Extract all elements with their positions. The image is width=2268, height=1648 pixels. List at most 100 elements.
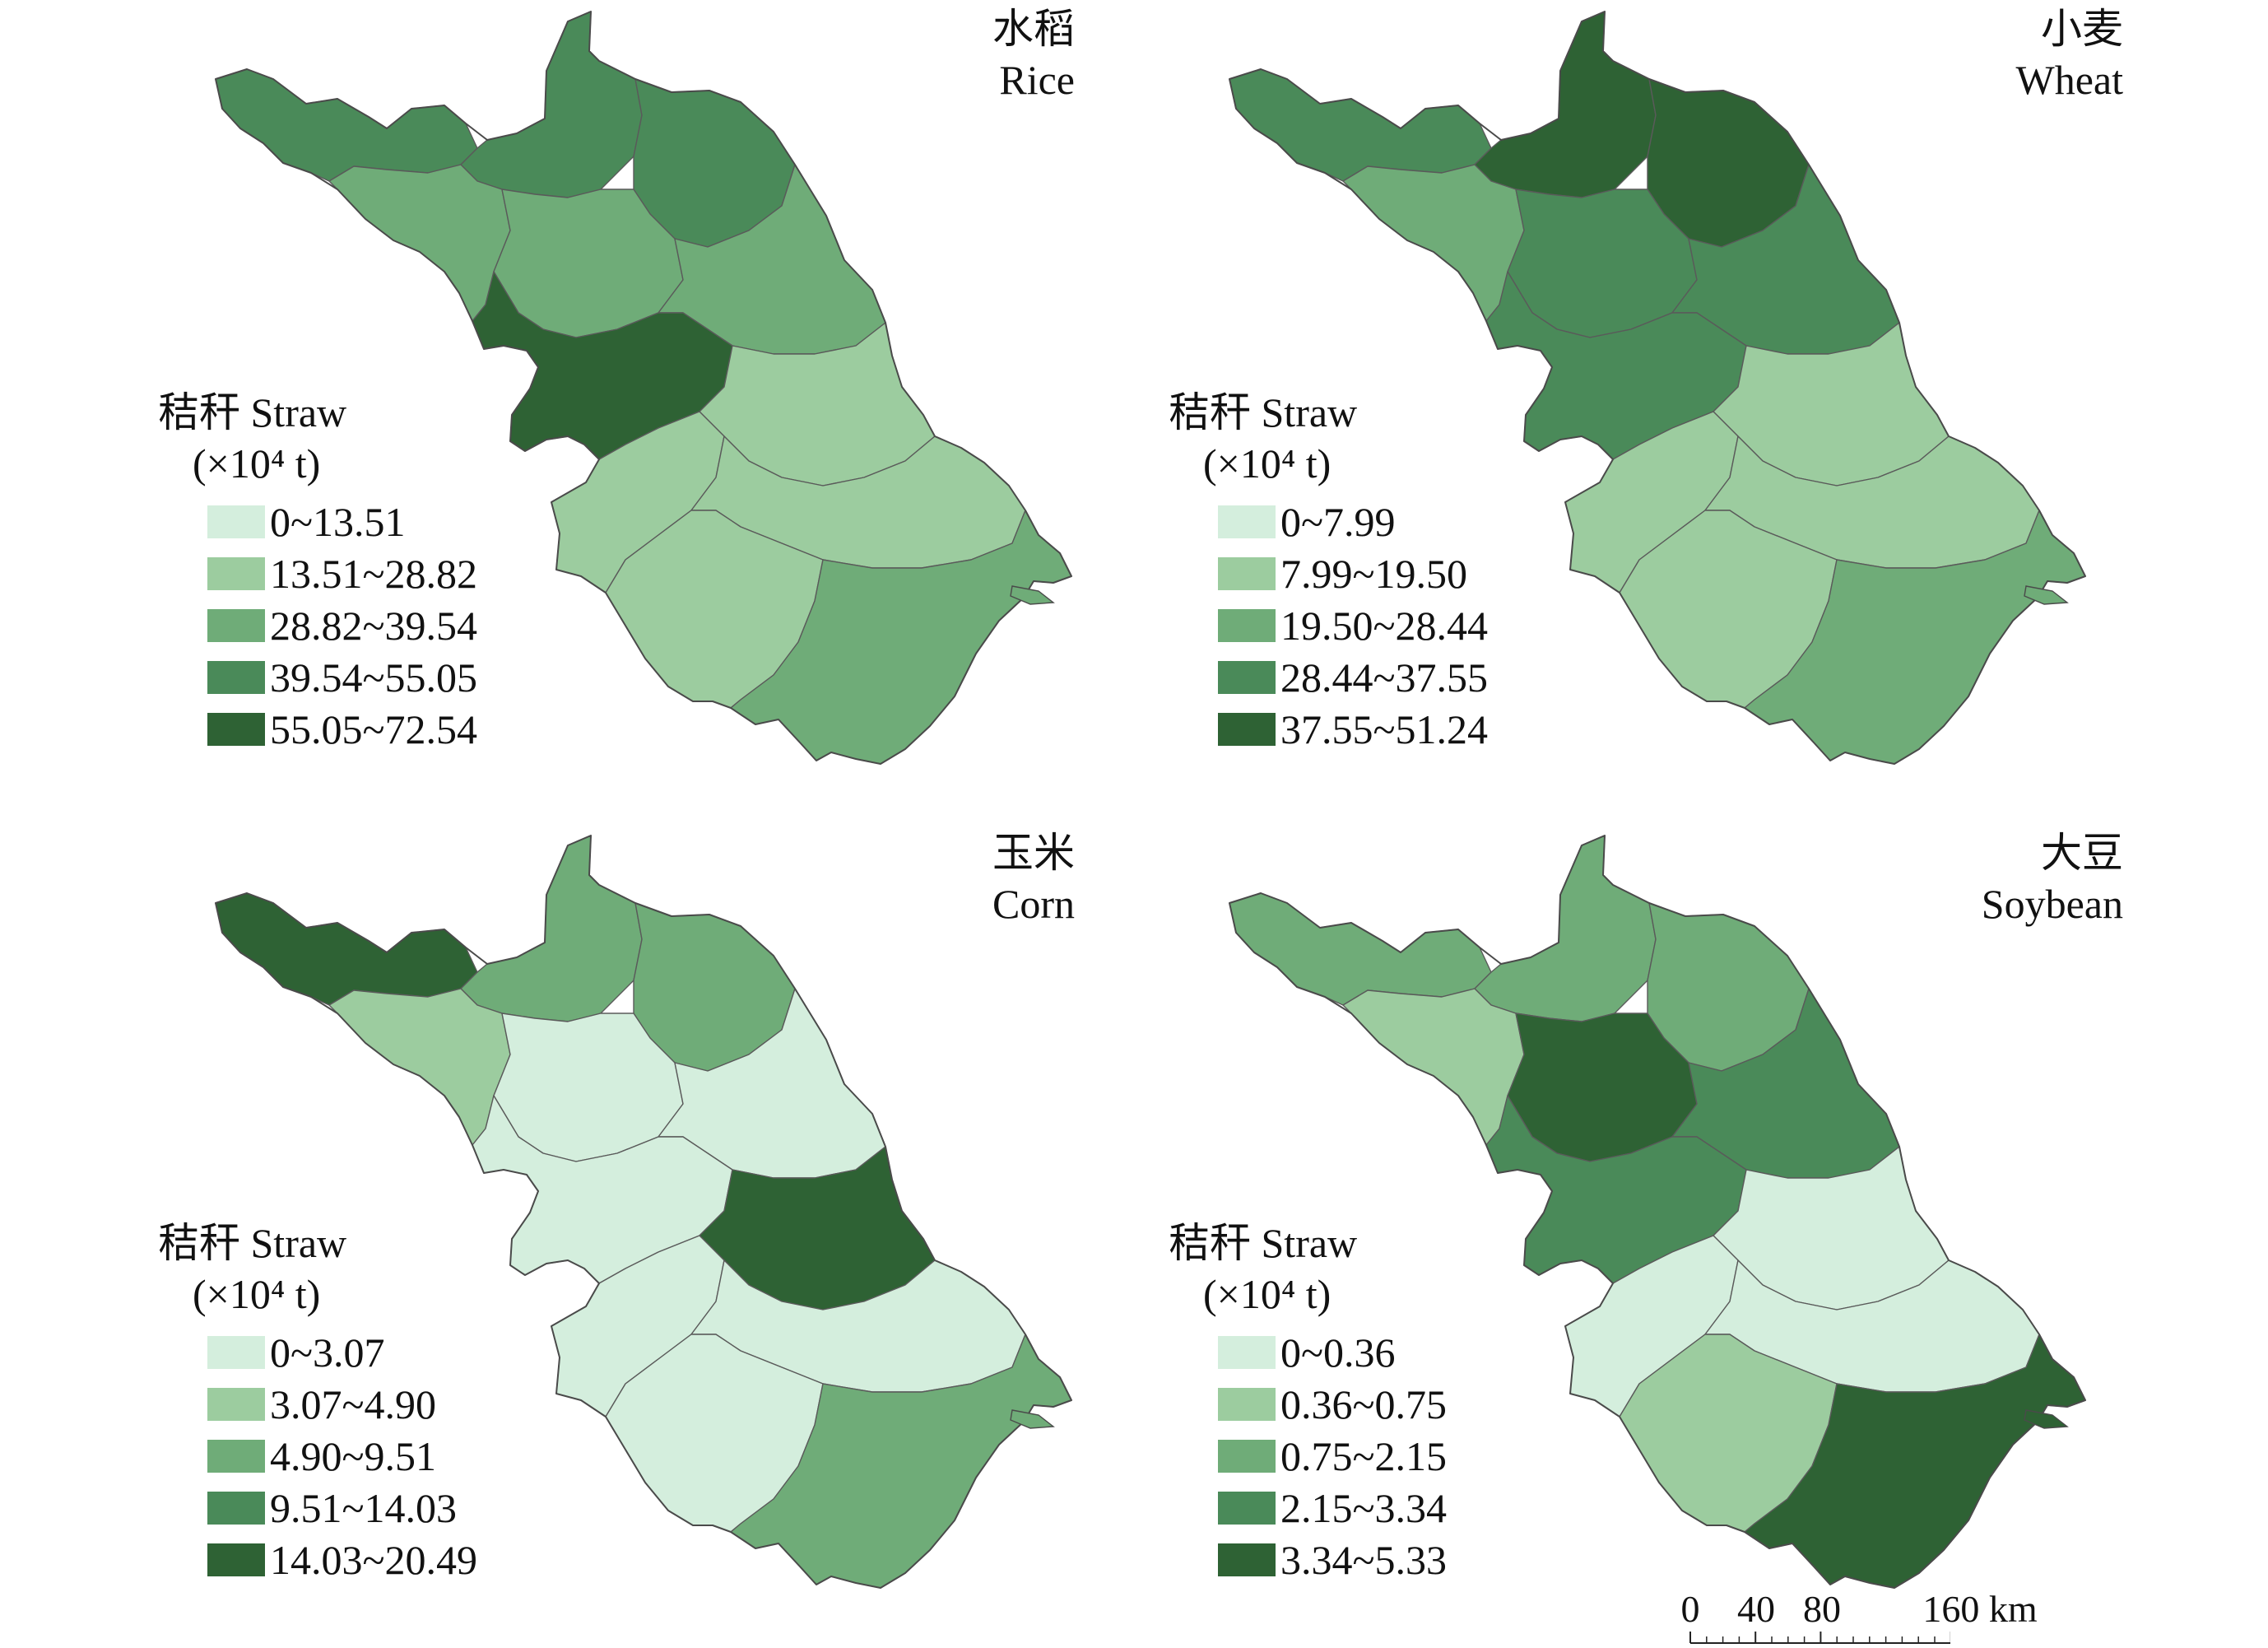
- legend-items: 0~7.99 7.99~19.50 19.50~28.44 28.44~37.5…: [1218, 496, 1488, 755]
- legend-label: 39.54~55.05: [270, 654, 478, 701]
- scale-label: 0: [1680, 1588, 1700, 1630]
- map-regions: [1229, 835, 2086, 1589]
- map-region: [328, 988, 511, 1146]
- legend-swatch: [207, 712, 265, 746]
- map-regions: [215, 11, 1072, 765]
- map-region: [1342, 988, 1525, 1146]
- legend-label: 3.34~5.33: [1280, 1536, 1448, 1583]
- legend-item: 0.75~2.15: [1218, 1430, 1447, 1482]
- legend-item: 9.51~14.03: [207, 1482, 477, 1534]
- title-zh: 玉米: [992, 830, 1075, 876]
- legend-swatch: [1218, 608, 1276, 642]
- legend-label: 55.05~72.54: [270, 705, 478, 752]
- province-outline: [215, 11, 1072, 765]
- legend-item: 28.82~39.54: [207, 599, 477, 651]
- legend-swatch: [1218, 712, 1276, 746]
- legend-item: 39.54~55.05: [207, 651, 477, 703]
- legend-title: 秸秆 Straw: [1169, 389, 1358, 435]
- legend-items: 0~0.36 0.36~0.75 0.75~2.15 2.15~3.34 3.3…: [1218, 1326, 1447, 1585]
- map-region: [1229, 892, 1492, 1006]
- legend-item: 0~13.51: [207, 496, 477, 547]
- legend-unit: (×10⁴ t): [1203, 440, 1332, 486]
- legend-items: 0~3.07 3.07~4.90 4.90~9.51 9.51~14.03 14…: [207, 1326, 477, 1585]
- title-zh: 水稻: [992, 6, 1075, 52]
- province-outline: [1229, 835, 2086, 1589]
- title-corn: 玉米 Corn: [905, 827, 1075, 929]
- legend-item: 13.51~28.82: [207, 547, 477, 599]
- panel-rice: 水稻 Rice 秸秆 Straw (×10⁴ t) 0~13.51 13.51~…: [0, 0, 1134, 824]
- map-region: [215, 68, 478, 182]
- map-region: [460, 11, 643, 198]
- legend-swatch: [207, 1335, 265, 1369]
- legend-label: 9.51~14.03: [270, 1484, 458, 1531]
- map-region: [1229, 68, 1492, 182]
- legend-title: 秸秆 Straw: [158, 389, 347, 435]
- legend-swatch: [1218, 505, 1276, 538]
- title-wheat: 小麦 Wheat: [1878, 3, 2123, 105]
- legend-item: 4.90~9.51: [207, 1430, 477, 1482]
- legend-item: 3.07~4.90: [207, 1378, 477, 1430]
- legend-swatch: [1218, 1335, 1276, 1369]
- legend-label: 37.55~51.24: [1280, 705, 1489, 752]
- scale-bar: 0 40 80 160 km: [1671, 1588, 2038, 1648]
- legend-label: 14.03~20.49: [270, 1536, 478, 1583]
- scale-label: 160 km: [1922, 1588, 2038, 1630]
- legend-swatch: [207, 1491, 265, 1525]
- legend-item: 37.55~51.24: [1218, 703, 1488, 755]
- province-outline: [215, 835, 1072, 1589]
- legend-items: 0~13.51 13.51~28.82 28.82~39.54 39.54~55…: [207, 496, 477, 755]
- legend-item: 55.05~72.54: [207, 703, 477, 755]
- legend-wheat: 秸秆 Straw (×10⁴ t) 0~7.99 7.99~19.50 19.5…: [1169, 387, 1488, 755]
- map-region: [1474, 835, 1657, 1022]
- legend-label: 2.15~3.34: [1280, 1484, 1448, 1531]
- legend-item: 3.34~5.33: [1218, 1534, 1447, 1585]
- legend-swatch: [207, 660, 265, 694]
- legend-label: 28.44~37.55: [1280, 654, 1489, 701]
- scale-label: 80: [1803, 1588, 1841, 1630]
- legend-label: 0~0.36: [1280, 1329, 1396, 1376]
- legend-title: 秸秆 Straw: [158, 1220, 347, 1266]
- island-region: [1010, 585, 1055, 605]
- province-outline: [1229, 11, 2086, 765]
- map-region: [328, 164, 511, 322]
- map-regions: [1229, 11, 2086, 765]
- legend-swatch: [207, 1543, 265, 1576]
- legend-swatch: [1218, 1439, 1276, 1473]
- legend-label: 3.07~4.90: [270, 1380, 437, 1427]
- map-region: [460, 835, 643, 1022]
- legend-label: 28.82~39.54: [270, 602, 478, 649]
- legend-label: 19.50~28.44: [1280, 602, 1489, 649]
- legend-swatch: [1218, 556, 1276, 590]
- legend-item: 0.36~0.75: [1218, 1378, 1447, 1430]
- legend-swatch: [1218, 1543, 1276, 1576]
- title-en: Rice: [999, 57, 1075, 103]
- legend-label: 0.75~2.15: [1280, 1432, 1448, 1479]
- legend-swatch: [207, 1387, 265, 1421]
- map-rice: [215, 11, 1072, 765]
- island-region: [2024, 1409, 2069, 1429]
- legend-soybean: 秸秆 Straw (×10⁴ t) 0~0.36 0.36~0.75 0.75~…: [1169, 1217, 1447, 1585]
- legend-swatch: [207, 556, 265, 590]
- map-region: [1474, 11, 1657, 198]
- island-region: [1010, 1409, 1055, 1429]
- title-rice: 水稻 Rice: [905, 3, 1075, 105]
- title-zh: 大豆: [2041, 830, 2123, 876]
- legend-title: 秸秆 Straw: [1169, 1220, 1358, 1266]
- legend-swatch: [207, 608, 265, 642]
- legend-label: 0~13.51: [270, 498, 406, 545]
- panel-wheat: 小麦 Wheat 秸秆 Straw (×10⁴ t) 0~7.99 7.99~1…: [1014, 0, 2148, 824]
- legend-label: 0~7.99: [1280, 498, 1396, 545]
- legend-item: 0~3.07: [207, 1326, 477, 1378]
- legend-rice: 秸秆 Straw (×10⁴ t) 0~13.51 13.51~28.82 28…: [158, 387, 477, 755]
- legend-item: 28.44~37.55: [1218, 651, 1488, 703]
- legend-unit: (×10⁴ t): [193, 1271, 321, 1317]
- island-region: [2024, 585, 2069, 605]
- map-soybean: [1229, 835, 2086, 1589]
- map-regions: [215, 835, 1072, 1589]
- legend-label: 0~3.07: [270, 1329, 385, 1376]
- map-corn: [215, 835, 1072, 1589]
- legend-unit: (×10⁴ t): [193, 440, 321, 486]
- legend-corn: 秸秆 Straw (×10⁴ t) 0~3.07 3.07~4.90 4.90~…: [158, 1217, 477, 1585]
- legend-label: 7.99~19.50: [1280, 550, 1468, 597]
- legend-item: 0~7.99: [1218, 496, 1488, 547]
